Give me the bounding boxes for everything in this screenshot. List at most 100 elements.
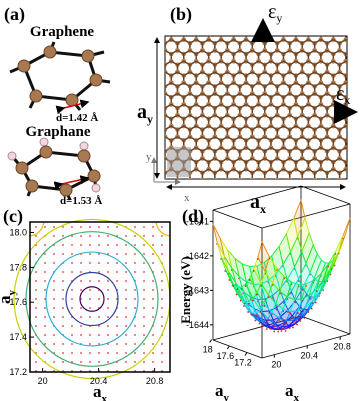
sample-dot xyxy=(98,226,100,228)
sample-dot xyxy=(98,244,100,246)
sample-dot xyxy=(143,289,145,291)
sample-dot xyxy=(53,334,55,336)
strain-label: εx xyxy=(336,83,350,107)
sample-dot xyxy=(152,343,154,345)
sample-dot xyxy=(259,311,262,313)
sample-dot xyxy=(152,226,154,228)
atom xyxy=(175,27,180,32)
sample-dot xyxy=(62,280,64,282)
atom xyxy=(300,27,305,32)
sample-dot xyxy=(44,343,46,345)
sample-dot xyxy=(143,334,145,336)
box-edge xyxy=(212,209,263,229)
sample-dot xyxy=(266,319,269,322)
atom xyxy=(350,178,355,183)
atom xyxy=(325,27,330,32)
sample-dot xyxy=(161,280,163,282)
sample-dot xyxy=(161,226,163,228)
sample-dot xyxy=(265,328,268,330)
sample-dot xyxy=(161,316,163,318)
atom xyxy=(350,135,355,140)
atom xyxy=(356,160,361,165)
atom xyxy=(356,81,361,86)
atom xyxy=(150,84,155,89)
hexagon xyxy=(290,18,302,32)
sample-dot xyxy=(71,253,73,255)
box-edge xyxy=(300,185,351,205)
sample-dot xyxy=(261,243,263,245)
sample-dot xyxy=(53,307,55,309)
atom xyxy=(294,181,299,186)
unit-cell xyxy=(167,147,191,177)
atom xyxy=(350,91,355,96)
y-tick-label: 18 xyxy=(203,345,213,355)
sample-dot xyxy=(35,325,37,327)
atom xyxy=(356,73,361,78)
sample-dot xyxy=(107,289,109,291)
sample-dot xyxy=(98,325,100,327)
sample-dot xyxy=(143,244,145,246)
sample-dot xyxy=(134,235,136,237)
sample-dot xyxy=(134,352,136,354)
axis-symbol: a xyxy=(285,381,294,400)
sample-dot xyxy=(152,262,154,264)
sample-dot xyxy=(35,253,37,255)
atom xyxy=(144,37,149,42)
sample-dot xyxy=(270,313,273,316)
axis-sub: x xyxy=(294,392,300,401)
atom xyxy=(331,30,336,35)
sample-dot xyxy=(71,235,73,237)
atom xyxy=(319,30,324,35)
contour-line xyxy=(13,218,171,380)
atom xyxy=(275,27,280,32)
atom xyxy=(165,177,168,179)
carbon-atoms xyxy=(17,45,103,107)
hexagon xyxy=(338,168,347,179)
sample-dot xyxy=(247,311,249,313)
atom xyxy=(256,30,261,35)
atom xyxy=(250,27,255,32)
sample-dot xyxy=(143,307,145,309)
sample-dot xyxy=(44,316,46,318)
sample-dot xyxy=(71,262,73,264)
sample-dot xyxy=(152,244,154,246)
sample-dot xyxy=(35,316,37,318)
atom xyxy=(294,30,299,35)
sample-dot xyxy=(98,316,100,318)
sample-dot xyxy=(44,226,46,228)
atom xyxy=(250,177,255,179)
y-tick-label: 17.6 xyxy=(217,351,235,361)
surface-cell xyxy=(212,223,225,257)
sample-dot xyxy=(152,253,154,255)
sample-dot xyxy=(161,244,163,246)
sample-dot xyxy=(280,330,283,332)
atom xyxy=(350,70,355,75)
atom xyxy=(356,117,361,122)
axis-sub: x xyxy=(102,393,108,401)
atom xyxy=(356,102,361,107)
sample-dot xyxy=(277,330,280,333)
atom xyxy=(250,27,255,32)
sample-dot xyxy=(134,253,136,255)
sample-dot xyxy=(134,226,136,228)
sample-dot xyxy=(252,299,254,302)
sample-dot xyxy=(116,352,118,354)
atom xyxy=(356,37,361,42)
sample-dot xyxy=(107,334,109,336)
sample-dot xyxy=(116,325,118,327)
sample-dot xyxy=(71,226,73,228)
x-tick-label: 20 xyxy=(271,360,281,370)
hexagon xyxy=(345,117,347,128)
atom xyxy=(306,30,311,35)
bond-length: d=1.53 Å xyxy=(60,195,102,207)
sample-dot xyxy=(80,289,82,291)
sample-dot xyxy=(116,244,118,246)
sample-dot xyxy=(35,298,37,300)
sample-dot xyxy=(62,226,64,228)
sample-dot xyxy=(89,253,91,255)
sample-dot xyxy=(98,262,100,264)
hexagon xyxy=(340,18,352,32)
carbon-atoms xyxy=(15,145,101,197)
z-tick-label: -1641 xyxy=(186,216,209,226)
sample-dot xyxy=(44,271,46,273)
